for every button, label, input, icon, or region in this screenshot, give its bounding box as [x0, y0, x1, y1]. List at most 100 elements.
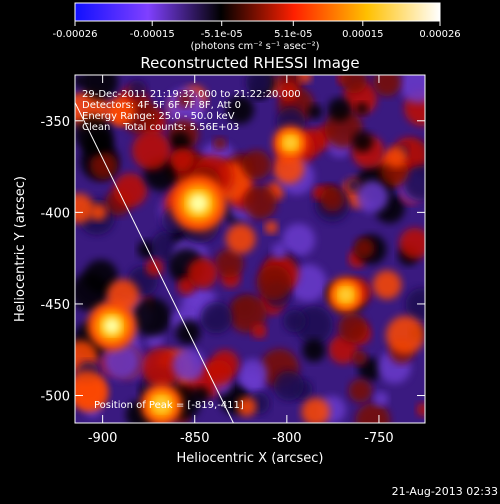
heatmap-blob — [348, 379, 373, 403]
x-axis-label: Heliocentric X (arcsec) — [177, 451, 324, 466]
heatmap-blob — [236, 396, 257, 417]
colorbar-tick-label: -5.1e-05 — [201, 29, 243, 40]
heatmap-blob — [75, 370, 107, 409]
solar-limb-line — [75, 102, 234, 423]
bright-source-core — [188, 193, 209, 214]
heatmap-blob — [132, 131, 171, 170]
heatmap-blob — [141, 347, 182, 388]
footer-date: 21-Aug-2013 02:33 — [391, 485, 498, 498]
heatmap-blob — [372, 270, 402, 300]
heatmap-blob — [278, 81, 299, 102]
heatmap-blob — [355, 102, 368, 115]
heatmap-blob — [206, 360, 233, 387]
heatmap-blob — [89, 151, 118, 180]
heatmap-blob — [307, 104, 323, 120]
heatmap-blob — [245, 75, 273, 96]
heatmap-image — [75, 75, 425, 423]
bright-source-core — [154, 397, 169, 412]
x-tick-label: -750 — [364, 431, 394, 446]
y-tick-label: -400 — [40, 206, 70, 221]
heatmap-blob — [238, 359, 268, 388]
heatmap-blob — [243, 185, 277, 220]
heatmap-blob — [256, 265, 292, 301]
x-tick-label: -900 — [88, 431, 118, 446]
heatmap-blob — [83, 259, 118, 294]
heatmap-blob — [166, 88, 205, 127]
y-axis-label: Heliocentric Y (arcsec) — [13, 176, 28, 322]
heatmap-blob — [320, 187, 345, 212]
heatmap-blob — [372, 75, 401, 97]
heatmap-blob — [352, 350, 368, 366]
y-tick-label: -500 — [40, 390, 70, 405]
annotation-time: 29-Dec-2011 21:19:32.000 to 21:22:20.000 — [82, 89, 301, 100]
heatmap-blob — [294, 305, 333, 344]
heatmap-blob — [89, 203, 107, 221]
heatmap-blob — [353, 237, 375, 259]
colorbar: -0.00026 -0.00015 -5.1e-05 5.1e-05 0.00015 0.… — [53, 2, 461, 52]
heatmap-blob — [271, 243, 288, 259]
heatmap-blob — [75, 96, 87, 117]
heatmap-blob — [282, 223, 316, 257]
heatmap-blob — [352, 131, 373, 152]
annotation-clean: Clean Total counts: 5.56E+03 — [82, 122, 239, 133]
heatmap-blob — [177, 92, 193, 108]
heatmap-blob — [169, 131, 191, 153]
annotation-peak: Position of Peak = [-819,-411] — [94, 400, 244, 411]
y-tick-label: -450 — [40, 298, 70, 313]
colorbar-tick-label: 5.1e-05 — [274, 29, 312, 40]
chart-title: Reconstructed RHESSI Image — [140, 54, 359, 72]
x-axis-ticks: -900 -850 -800 -750 — [88, 75, 394, 446]
heatmap-blob — [187, 258, 218, 289]
heatmap-blob — [242, 150, 272, 180]
heatmap-blob — [416, 402, 425, 417]
heatmap-blob — [399, 75, 425, 104]
heatmap-blob — [338, 313, 368, 343]
heatmap-blob — [106, 96, 136, 126]
heatmap-blob — [341, 75, 367, 94]
annotation-block: 29-Dec-2011 21:19:32.000 to 21:22:20.000… — [82, 89, 301, 411]
heatmap-blob — [273, 370, 304, 401]
heatmap-blob — [385, 146, 408, 168]
y-tick-label: -350 — [40, 115, 70, 130]
heatmap-blob — [264, 220, 278, 234]
heatmap-blob — [75, 115, 113, 153]
heatmap-blob — [81, 75, 119, 100]
heatmap-blob — [403, 165, 425, 201]
heatmap-blob — [225, 224, 256, 254]
heatmap-blob — [302, 338, 326, 362]
heatmap-blob — [346, 178, 361, 193]
heatmap-blob — [213, 137, 227, 150]
annotation-detectors: Detectors: 4F 5F 6F 7F 8F, Att 0 — [82, 100, 241, 111]
heatmap-blob — [386, 315, 425, 355]
y-axis-ticks: -350 -400 -450 -500 — [40, 115, 425, 405]
x-tick-label: -800 — [272, 431, 302, 446]
colorbar-tick-label: -0.00026 — [53, 29, 98, 40]
heatmap-blob — [405, 287, 425, 322]
colorbar-unit-label: (photons cm⁻² s⁻¹ asec⁻²) — [190, 41, 319, 52]
heatmap-blob — [399, 227, 425, 259]
colorbar-tick-label: -0.00015 — [130, 29, 175, 40]
heatmap-blob — [356, 180, 389, 213]
heatmap-blob — [75, 193, 94, 224]
heatmap-blob — [228, 294, 267, 333]
bright-source-core — [103, 317, 121, 335]
heatmap-blob — [298, 75, 312, 83]
heatmap-blob — [131, 297, 172, 337]
heatmap-blob — [355, 403, 391, 423]
heatmap-blob — [252, 323, 267, 339]
colorbar-gradient — [74, 2, 441, 22]
heatmap-blob — [225, 95, 255, 125]
heatmap-blob — [200, 301, 233, 334]
bright-source-core — [284, 136, 297, 149]
heatmap-blob — [170, 148, 194, 172]
heatmap-blob — [145, 258, 164, 277]
heatmap-blob — [301, 397, 330, 423]
colorbar-tick-label: 0.00015 — [342, 29, 383, 40]
heatmap-blob — [103, 343, 140, 380]
heatmap-blob — [327, 97, 352, 122]
colorbar-ticks: -0.00026 -0.00015 -5.1e-05 5.1e-05 0.00015 0.… — [53, 21, 461, 40]
heatmap-blob — [214, 248, 244, 278]
plot-frame — [74, 74, 426, 424]
annotation-energy: Energy Range: 25.0 - 50.0 keV — [82, 111, 235, 122]
